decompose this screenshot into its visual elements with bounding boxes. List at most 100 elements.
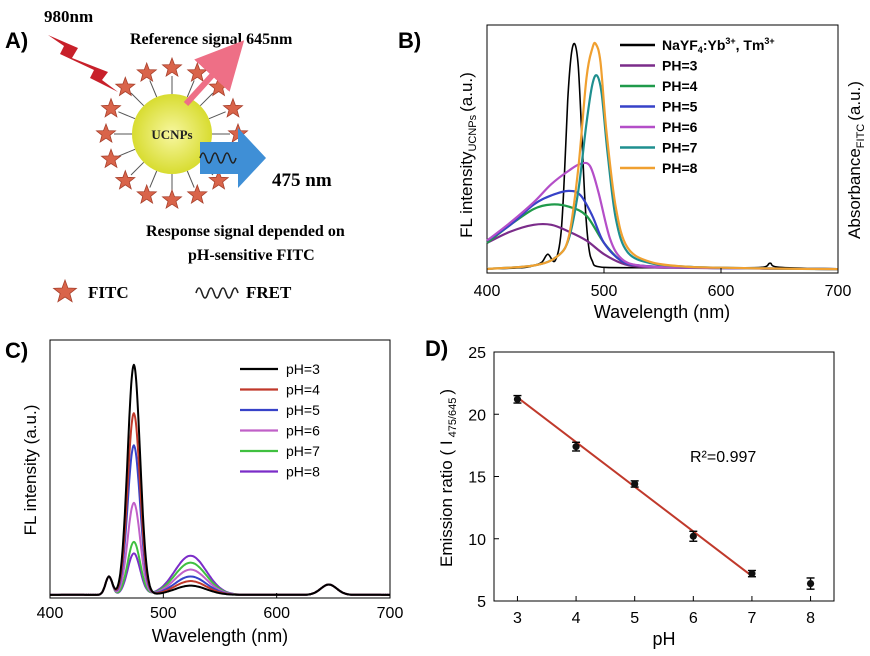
r-squared-annotation: R²=0.997 [690, 449, 756, 466]
panel-d-point [572, 443, 580, 451]
excitation-label: 980nm [44, 7, 93, 26]
panel-b-y2-label: AbsorbanceFITC(a.u.) [845, 81, 867, 239]
panel-b-legend: NaYF4:Yb3+, Tm3+ PH=3 PH=4 PH=5 PH=6 PH=7 PH=8 [620, 36, 775, 176]
panel-b-label: B) [398, 28, 421, 53]
panel-b-legend-label: NaYF4:Yb3+, Tm3+ [662, 36, 775, 55]
panel-d-x-tick-label: 4 [572, 610, 581, 627]
panel-c-tick-label: 400 [37, 605, 64, 622]
fitc-star-icon [186, 61, 208, 83]
ucnp-core [132, 94, 212, 174]
panel-c-frame [49, 339, 391, 599]
panel-d-y-tick-label: 15 [468, 470, 486, 487]
panel-b-chart: B) 400 500 600 700 Wavelength (nm) FL inten… [398, 24, 867, 322]
fitc-star-icon [100, 148, 122, 169]
linker-line [199, 92, 214, 107]
panel-d-x-tick-label: 3 [513, 610, 522, 627]
reference-arrow [183, 40, 245, 107]
panel-d-frame [493, 351, 835, 602]
panel-b-x-ticks: 400 500 600 700 [474, 268, 852, 300]
panel-d-chart: D) 3 4 5 6 7 8 5 10 15 20 25 R²=0.997 pH Emission … [425, 336, 835, 649]
linker-line [186, 170, 195, 188]
linker-line [118, 148, 136, 157]
panel-d-point [748, 570, 756, 578]
response-text-1: Response signal depended on [146, 223, 345, 240]
panel-d-x-tick-label: 8 [806, 610, 815, 627]
fitc-star-icon [208, 169, 230, 190]
fitc-star-icon [136, 61, 158, 83]
panel-b-series-line [486, 222, 839, 271]
legend-fitc-label: FITC [88, 283, 129, 302]
fitc-star-icon [100, 97, 122, 118]
panel-b-series-line [486, 189, 839, 271]
panel-c-series [50, 363, 391, 596]
linker-line [149, 80, 158, 98]
legend-fret-label: FRET [246, 283, 292, 302]
reference-signal-label: Reference signal 645nm [130, 31, 293, 48]
fitc-star-icon [114, 76, 136, 97]
panel-b-tick-label: 700 [825, 283, 852, 300]
panel-c-legend: pH=3 pH=4 pH=5 pH=6 pH=7 pH=8 [240, 361, 320, 480]
panel-d-point [689, 532, 697, 540]
fitc-star-icon [136, 183, 158, 205]
panel-b-legend-label: PH=5 [662, 99, 698, 115]
panel-b-tick-label: 600 [708, 283, 735, 300]
panel-c-x-ticks: 400 500 600 700 [37, 593, 404, 622]
fitc-star-icon [114, 169, 136, 190]
panel-d-x-tick-label: 7 [747, 610, 756, 627]
panel-b-legend-label: PH=4 [662, 78, 698, 94]
panel-b-tick-label: 400 [474, 283, 501, 300]
panel-d-point [513, 395, 522, 403]
star-icon [52, 278, 78, 303]
panel-c-legend-label: pH=5 [286, 402, 320, 418]
fitc-star-icon [95, 122, 117, 144]
panel-c-label: C) [5, 338, 28, 363]
panel-c-legend-label: pH=7 [286, 443, 320, 459]
panel-d-y-tick-label: 25 [468, 345, 486, 362]
fret-wave-icon [199, 152, 237, 164]
panel-c-legend-label: pH=3 [286, 361, 320, 377]
panel-b-y-label: FL intensityUCNPs(a.u.) [457, 72, 479, 238]
panel-d-y-tick-label: 10 [468, 532, 486, 549]
panel-c-tick-label: 600 [263, 605, 290, 622]
panel-c-tick-label: 700 [377, 605, 404, 622]
panel-c-legend-label: pH=8 [286, 464, 320, 480]
panel-c-series-line [50, 501, 391, 596]
emission-arrow [200, 128, 266, 188]
panel-d-point [631, 480, 639, 488]
legend-fret-wave-icon [195, 287, 239, 299]
linker-line [130, 161, 145, 176]
panel-b-legend-label: PH=6 [662, 119, 698, 135]
fitc-star-icon [208, 76, 230, 97]
panel-d-ticks: 3 4 5 6 7 8 5 10 15 20 25 [468, 345, 815, 627]
panel-d-x-tick-label: 6 [689, 610, 698, 627]
panel-a-label: A) [5, 28, 28, 53]
panel-b-x-label: Wavelength (nm) [594, 302, 730, 322]
panel-c-legend-label: pH=6 [286, 423, 320, 439]
linker-line [186, 80, 195, 98]
panel-c-x-label: Wavelength (nm) [152, 626, 288, 646]
linker-line [130, 92, 145, 107]
panel-b-series-line [486, 41, 839, 271]
panel-c-series-line [50, 363, 391, 596]
panel-d-x-tick-label: 5 [630, 610, 639, 627]
panel-b-series [486, 41, 839, 271]
panel-d-y-tick-label: 5 [477, 594, 486, 611]
fitc-star-icon [222, 97, 244, 118]
linker-line [118, 111, 136, 120]
panel-b-tick-label: 500 [591, 283, 618, 300]
panel-b-legend-label: PH=3 [662, 58, 698, 74]
panel-d-point [806, 579, 815, 588]
panel-c-chart: C) 400 500 600 700 Wavelength (nm) FL inten… [5, 338, 403, 646]
panel-c-tick-label: 500 [150, 605, 177, 622]
ucnp-core-label: UCNPs [151, 127, 192, 142]
panel-d-y-label: Emission ratio ( I475/645) [437, 389, 459, 567]
fitc-star-icon [161, 56, 183, 78]
linker-line [208, 111, 226, 120]
panel-b-series-line [486, 161, 839, 271]
panel-d-x-label: pH [652, 629, 675, 649]
panel-c-y-label: FL intensity (a.u.) [21, 405, 40, 536]
linker-line [149, 170, 158, 188]
panel-c-series-line [50, 444, 391, 596]
panel-d-y-tick-label: 20 [468, 407, 486, 424]
